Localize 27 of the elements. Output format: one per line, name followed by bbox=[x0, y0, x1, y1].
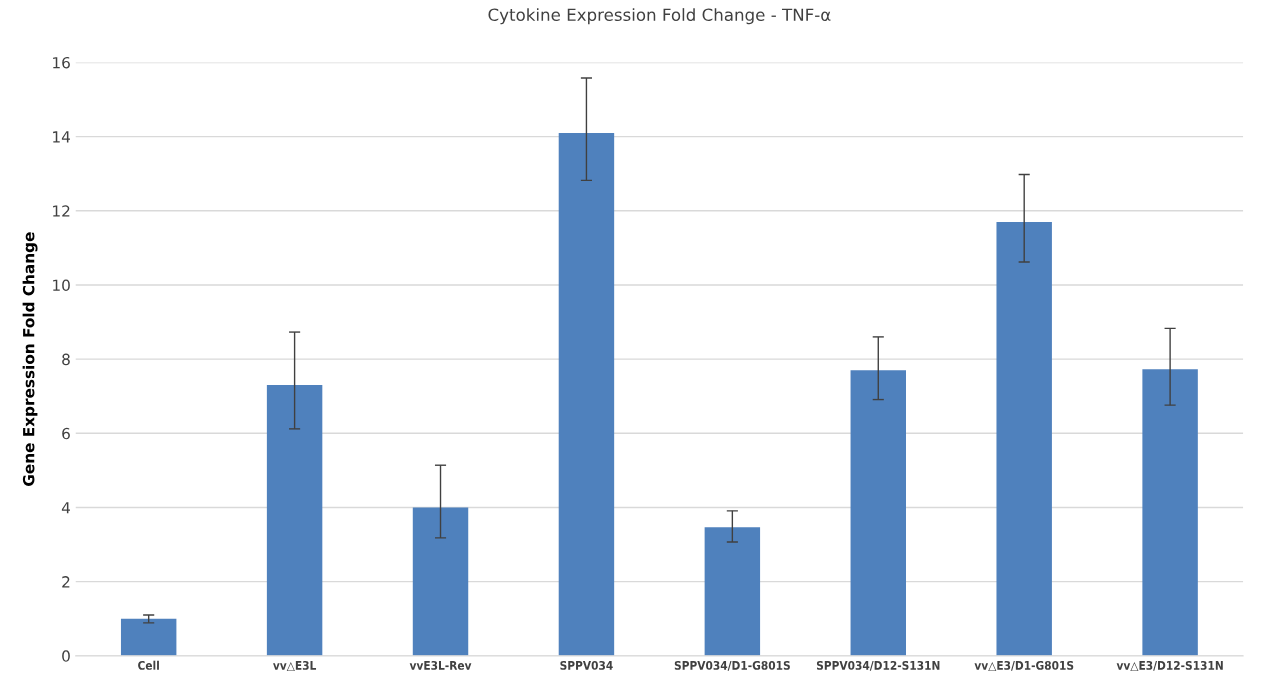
y-tick-label: 4 bbox=[61, 502, 70, 514]
y-tick-label: 0 bbox=[62, 650, 70, 662]
bar bbox=[266, 385, 323, 656]
y-tick-label: 16 bbox=[53, 56, 70, 69]
y-tick-label: 8 bbox=[62, 353, 70, 366]
bar bbox=[412, 507, 469, 656]
y-tick-label: 14 bbox=[53, 131, 70, 143]
bar bbox=[558, 132, 615, 656]
y-axis-title: Gene Expression Fold Change bbox=[22, 232, 38, 486]
x-tick-label: vvE3L-Rev bbox=[409, 660, 472, 670]
x-tick-label: Cell bbox=[138, 660, 159, 670]
y-tick-label: 10 bbox=[53, 279, 70, 291]
chart-title: Cytokine Expression Fold Change - TNF-α bbox=[488, 8, 831, 25]
bar bbox=[850, 370, 906, 656]
y-tick-label: 2 bbox=[62, 576, 70, 588]
x-tick-label: vv△E3/D12-S131N bbox=[1116, 660, 1223, 672]
bar bbox=[704, 527, 761, 656]
x-tick-label: SPPV034/D1-G801S bbox=[674, 660, 790, 671]
y-tick-label: 6 bbox=[62, 427, 70, 440]
bar bbox=[996, 221, 1052, 656]
x-tick-label: vv△E3/D1-G801S bbox=[974, 660, 1074, 672]
x-tick-label: SPPV034/D12-S131N bbox=[816, 660, 940, 671]
bar bbox=[120, 618, 177, 656]
y-tick-label: 12 bbox=[53, 205, 70, 217]
x-tick-label: vv△E3L bbox=[273, 660, 317, 672]
bar bbox=[1142, 369, 1198, 656]
x-tick-label: SPPV034 bbox=[560, 660, 613, 670]
